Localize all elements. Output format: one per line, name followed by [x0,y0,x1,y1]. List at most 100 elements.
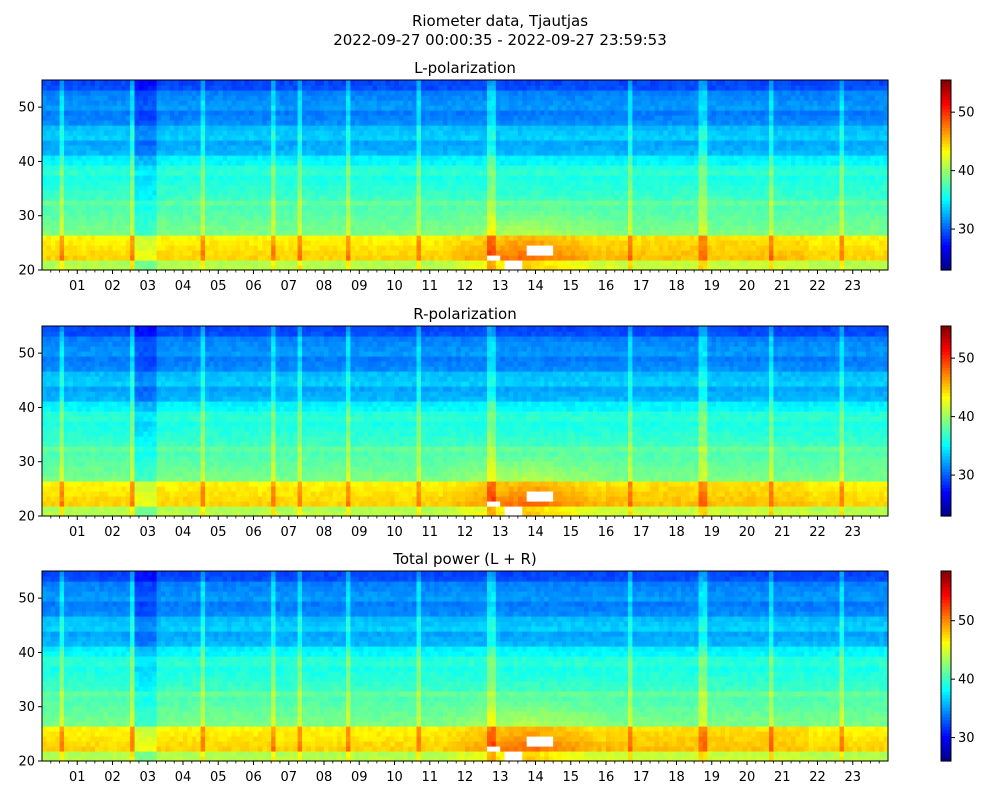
x-tick-label-1-09: 09 [351,279,368,294]
x-tick-label-3-22: 22 [809,770,826,785]
x-tick-label-3-05: 05 [210,770,227,785]
x-tick-label-2-13: 13 [492,525,509,540]
x-tick-label-2-19: 19 [703,525,720,540]
x-tick-label-3-03: 03 [139,770,156,785]
y-tick-label-1-20: 20 [18,264,35,279]
x-tick-label-1-02: 02 [104,279,121,294]
x-tick-label-2-09: 09 [351,525,368,540]
x-tick-label-3-18: 18 [668,770,685,785]
x-tick-label-3-02: 02 [104,770,121,785]
colorbar-tick-label-2-30: 30 [958,469,975,484]
x-tick-label-1-01: 01 [69,279,86,294]
colorbar-tick-label-3-50: 50 [958,614,975,629]
colorbar-tick-label-1-50: 50 [958,106,975,121]
colorbar-frame-2 [940,325,952,517]
y-tick-label-2-40: 40 [18,401,35,416]
x-tick-label-1-19: 19 [703,279,720,294]
x-tick-label-2-21: 21 [774,525,791,540]
x-tick-label-1-16: 16 [598,279,615,294]
x-tick-label-2-12: 12 [457,525,474,540]
x-tick-label-3-19: 19 [703,770,720,785]
y-tick-label-3-20: 20 [18,755,35,770]
x-tick-label-2-11: 11 [421,525,438,540]
colorbar-tick-label-3-40: 40 [958,673,975,688]
x-tick-label-3-12: 12 [457,770,474,785]
x-tick-label-1-13: 13 [492,279,509,294]
y-tick-label-2-20: 20 [18,510,35,525]
x-tick-label-2-02: 02 [104,525,121,540]
x-tick-label-2-17: 17 [633,525,650,540]
x-tick-label-2-23: 23 [844,525,861,540]
x-tick-label-3-20: 20 [739,770,756,785]
x-tick-label-1-22: 22 [809,279,826,294]
x-tick-label-1-17: 17 [633,279,650,294]
x-tick-label-2-04: 04 [175,525,192,540]
x-tick-label-2-18: 18 [668,525,685,540]
x-tick-label-2-06: 06 [245,525,262,540]
y-tick-label-3-50: 50 [18,592,35,607]
x-tick-label-2-07: 07 [280,525,297,540]
x-tick-label-3-14: 14 [527,770,544,785]
colorbar-tick-label-1-30: 30 [958,223,975,238]
colorbar-frame-3 [940,570,952,762]
x-tick-label-1-15: 15 [562,279,579,294]
colorbar-tick-label-2-50: 50 [958,352,975,367]
heatmap-cells-1 [42,80,889,271]
heatmap-cells-3 [42,571,889,762]
y-tick-label-1-50: 50 [18,101,35,116]
x-tick-label-3-06: 06 [245,770,262,785]
y-tick-label-1-30: 30 [18,209,35,224]
x-tick-label-1-20: 20 [739,279,756,294]
x-tick-label-2-05: 05 [210,525,227,540]
x-tick-label-2-16: 16 [598,525,615,540]
x-tick-label-1-12: 12 [457,279,474,294]
colorbar-3: 30 40 50 [940,570,975,762]
y-tick-label-1-40: 40 [18,155,35,170]
x-tick-label-3-23: 23 [844,770,861,785]
colorbar-2: 30 40 50 [940,325,975,517]
x-tick-label-1-14: 14 [527,279,544,294]
figure-suptitle-line1: Riometer data, Tjautjas [0,13,1000,30]
colorbar-1: 30 40 50 [940,79,975,271]
x-tick-label-2-15: 15 [562,525,579,540]
x-tick-label-3-15: 15 [562,770,579,785]
x-tick-label-2-01: 01 [69,525,86,540]
x-tick-label-1-21: 21 [774,279,791,294]
x-tick-label-1-05: 05 [210,279,227,294]
x-tick-label-1-04: 04 [175,279,192,294]
y-tick-label-3-40: 40 [18,646,35,661]
x-tick-label-3-01: 01 [69,770,86,785]
subplot-3: Total power (L + R) 20 30 40 50 01 02 03 04 05 06 0… [18,550,974,785]
x-tick-label-2-22: 22 [809,525,826,540]
y-tick-label-3-30: 30 [18,700,35,715]
x-tick-label-3-04: 04 [175,770,192,785]
x-tick-label-3-16: 16 [598,770,615,785]
x-tick-label-3-08: 08 [316,770,333,785]
x-tick-label-2-03: 03 [139,525,156,540]
x-tick-label-2-08: 08 [316,525,333,540]
subplot-title-3: Total power (L + R) [392,550,537,568]
x-tick-label-2-10: 10 [386,525,403,540]
x-tick-label-1-06: 06 [245,279,262,294]
x-tick-label-3-17: 17 [633,770,650,785]
x-tick-label-1-03: 03 [139,279,156,294]
x-tick-label-1-10: 10 [386,279,403,294]
colorbar-frame-1 [940,79,952,271]
subplot-title-2: R-polarization [413,305,516,323]
y-tick-label-2-30: 30 [18,455,35,470]
x-tick-label-2-20: 20 [739,525,756,540]
subplot-title-1: L-polarization [414,59,516,77]
subplot-2: R-polarization 20 30 40 50 01 02 03 04 05 06 07 08 09… [18,305,974,540]
y-tick-label-2-50: 50 [18,347,35,362]
x-tick-label-3-21: 21 [774,770,791,785]
x-tick-label-1-11: 11 [421,279,438,294]
x-tick-label-1-18: 18 [668,279,685,294]
x-tick-label-3-13: 13 [492,770,509,785]
subplot-1: L-polarization 20 30 40 50 01 02 03 04 05 06 07 08 09… [18,59,974,294]
x-tick-label-3-10: 10 [386,770,403,785]
x-tick-label-1-08: 08 [316,279,333,294]
colorbar-tick-label-1-40: 40 [958,164,975,179]
x-tick-label-3-09: 09 [351,770,368,785]
figure-suptitle-line2: 2022-09-27 00:00:35 - 2022-09-27 23:59:5… [0,32,1000,49]
